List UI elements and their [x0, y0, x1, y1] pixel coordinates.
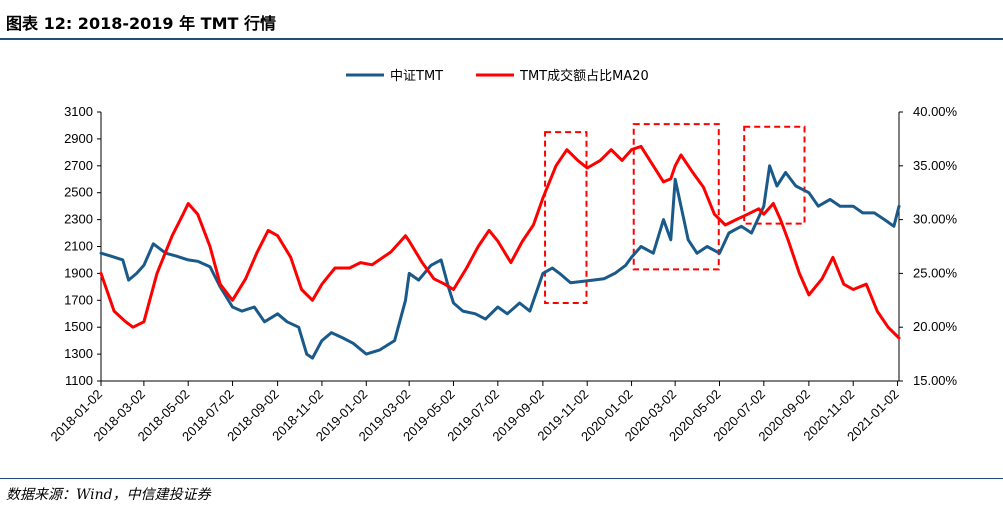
y-left-tick-label: 2300	[64, 212, 93, 227]
legend-label-tmt-index: 中证TMT	[390, 69, 443, 84]
chart-title: 图表 12: 2018-2019 年 TMT 行情	[6, 14, 276, 33]
turnover-share-line	[99, 144, 901, 340]
legend-label-turnover-share: TMT成交额占比MA20	[519, 68, 649, 84]
y-left-tick-label: 2500	[64, 185, 93, 200]
y-left-tick-label: 2900	[64, 131, 93, 146]
y-left-tick-label: 1100	[65, 373, 93, 388]
highlight-box-1	[544, 131, 588, 304]
y-left-tick-label: 1900	[64, 265, 93, 280]
highlight-box-2	[632, 123, 720, 271]
y-left-tick-label: 1700	[64, 292, 93, 307]
y-left-tick-label: 1500	[64, 319, 93, 334]
y-right-tick-label: 25.00%	[913, 265, 958, 280]
annotation-boxes	[544, 123, 806, 304]
y-right-tick-label: 35.00%	[913, 158, 958, 173]
y-left-tick-label: 2700	[64, 158, 93, 173]
y-right-tick-label: 20.00%	[913, 319, 958, 334]
source-note: 数据来源：Wind，中信建投证券	[6, 487, 211, 503]
y-left-tick-label: 2100	[64, 239, 93, 254]
highlight-box-3	[743, 125, 806, 225]
legend: 中证TMT TMT成交额占比MA20	[346, 68, 649, 84]
axes: 1100 1300 1500 1700 1900 2100 2300 2500 2700 2900…	[47, 104, 957, 444]
title-divider	[0, 38, 1003, 40]
y-right-tick-label: 30.00%	[913, 212, 958, 227]
series-lines	[99, 144, 901, 360]
y-left-tick-label: 1300	[64, 346, 93, 361]
y-right-tick-label: 40.00%	[913, 104, 958, 119]
y-right-tick-label: 15.00%	[913, 373, 958, 388]
y-left-tick-label: 3100	[64, 104, 93, 119]
tmt-index-line	[99, 164, 901, 360]
line-chart: 中证TMT TMT成交额占比MA20 1100 1300 1500 1700 1900 2…	[47, 68, 957, 444]
footer-divider	[0, 478, 1003, 479]
